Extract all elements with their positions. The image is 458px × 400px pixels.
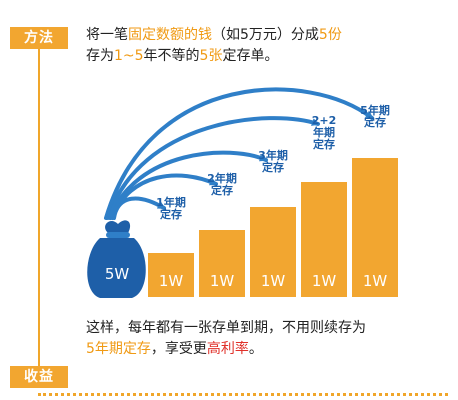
- deposit-term-label: 定存: [313, 137, 335, 151]
- income-tag: 收益: [10, 366, 68, 388]
- deposit-amount: 1W: [363, 272, 388, 290]
- deposit-box: [199, 230, 245, 297]
- deposit-amount: 1W: [159, 272, 184, 290]
- deposit-box: [352, 158, 398, 297]
- timeline-line: [38, 48, 40, 366]
- text-segment: ，享受更: [150, 341, 207, 357]
- text-segment: 将一笔: [86, 27, 128, 43]
- text-segment: 5年期定存: [86, 341, 151, 357]
- method-line-1: 将一笔固定数额的钱（如5万元）分成5份: [86, 25, 342, 46]
- bag-label: 5W: [105, 265, 130, 283]
- deposit-term-label: 1年期: [156, 195, 186, 209]
- text-segment: 高利率: [206, 341, 249, 357]
- deposit-box: [250, 207, 296, 297]
- text-segment: 年不等的: [143, 48, 200, 64]
- dotted-divider: [38, 393, 448, 396]
- deposit-term-label: 定存: [160, 207, 182, 221]
- arrow-arc: [110, 173, 218, 220]
- deposit-box: [301, 182, 347, 297]
- arrow-arcs: [104, 87, 374, 220]
- method-line-2: 存为1~5年不等的5张定存单。: [86, 46, 342, 67]
- arrow-arc: [108, 150, 268, 220]
- text-segment: （如5万元）分成: [212, 27, 319, 43]
- income-line-1: 这样，每年都有一张存单到期，不用则续存为: [86, 318, 366, 339]
- deposit-term-label: 定存: [211, 183, 233, 197]
- income-line-2: 5年期定存，享受更高利率。: [86, 339, 366, 360]
- text-segment: 5张: [199, 48, 223, 64]
- deposit-term-label: 5年期: [360, 103, 390, 117]
- deposit-term-label: 定存: [364, 115, 386, 129]
- income-description: 这样，每年都有一张存单到期，不用则续存为 5年期定存，享受更高利率。: [86, 318, 366, 360]
- text-segment: 这样，每年都有一张存单到期，不用则续存为: [86, 320, 366, 336]
- deposit-amount: 1W: [210, 272, 235, 290]
- arrow-arc: [106, 116, 320, 220]
- text-segment: 固定数额的钱: [128, 27, 212, 43]
- deposit-term-label: 年期: [313, 125, 335, 139]
- text-segment: 。: [248, 341, 263, 357]
- money-bag-icon: 5W: [87, 220, 146, 298]
- deposit-boxes: 1W 1W 1W 1W 1W: [148, 158, 398, 297]
- deposit-box: [148, 253, 194, 297]
- deposit-term-label: 2+2: [312, 114, 337, 127]
- text-segment: 定存单。: [222, 48, 279, 64]
- deposit-term-label: 2年期: [207, 171, 237, 185]
- text-segment: 1~5: [114, 48, 144, 64]
- method-tag: 方法: [10, 27, 68, 49]
- text-segment: 存为: [86, 48, 114, 64]
- method-description: 将一笔固定数额的钱（如5万元）分成5份 存为1~5年不等的5张定存单。: [86, 25, 342, 67]
- text-segment: 5份: [318, 27, 342, 43]
- arrow-arc: [104, 87, 374, 220]
- deposit-amount: 1W: [261, 272, 286, 290]
- deposit-term-label: 3年期: [258, 148, 288, 162]
- deposit-term-label: 定存: [262, 160, 284, 174]
- deposit-amount: 1W: [312, 272, 337, 290]
